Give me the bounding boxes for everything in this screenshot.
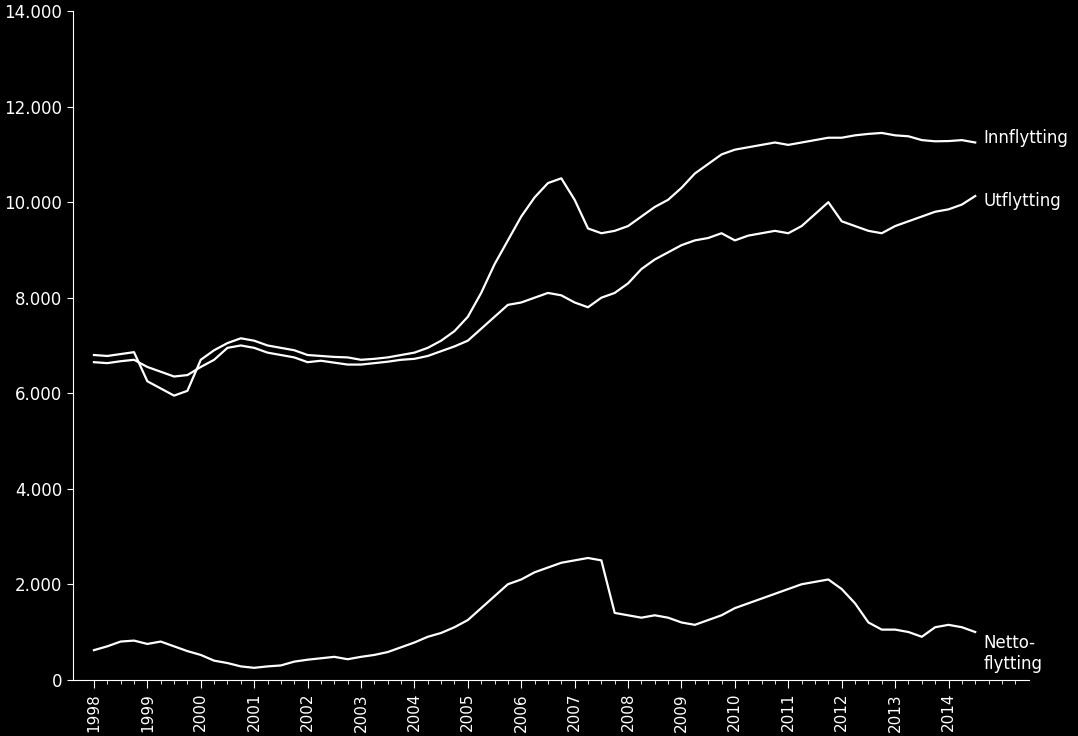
Text: Innflytting: Innflytting — [983, 129, 1068, 146]
Text: Utflytting: Utflytting — [983, 192, 1061, 210]
Text: Netto-
flytting: Netto- flytting — [983, 634, 1042, 673]
